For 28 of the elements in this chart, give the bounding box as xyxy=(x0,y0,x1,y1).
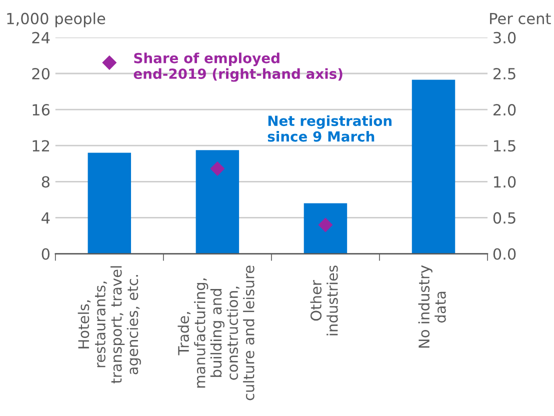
x-tick-label: Trade, manufacturing, building and construction, culture and leisure xyxy=(178,266,254,400)
series-label: Share of employed end-2019 (right-hand axis) xyxy=(134,52,342,82)
y2-tick-label: 2.5 xyxy=(494,68,516,80)
y-tick-label: 24 xyxy=(32,32,50,44)
bar xyxy=(88,152,132,254)
x-tick-label: Hotels, restaurants, transport, travel agencies, etc. xyxy=(78,266,141,384)
y2-tick-label: 2.0 xyxy=(494,104,516,116)
bar xyxy=(412,80,456,254)
y-tick-label: 4 xyxy=(42,212,50,224)
point xyxy=(102,55,117,70)
y-tick-label: 12 xyxy=(32,140,50,152)
y-tick-label: 20 xyxy=(32,68,50,80)
y2-axis-title: Per cent xyxy=(490,12,551,24)
y2-tick-label: 1.5 xyxy=(494,140,516,152)
series-label: Net registration since 9 March xyxy=(268,115,392,142)
bar xyxy=(304,203,348,254)
y2-tick-label: 0.0 xyxy=(493,248,516,260)
y-tick-label: 0 xyxy=(42,248,50,260)
y2-tick-label: 0.5 xyxy=(493,212,516,224)
y2-tick-label: 3.0 xyxy=(494,32,516,44)
y-tick-label: 16 xyxy=(32,104,50,116)
x-tick-label: No industry data xyxy=(418,265,446,348)
y-axis-title: 1,000 people xyxy=(7,12,106,28)
x-tick-label: Other industries xyxy=(310,266,338,336)
y-tick-label: 8 xyxy=(42,176,50,188)
bar xyxy=(196,150,240,254)
point xyxy=(210,161,225,176)
y2-tick-label: 1.0 xyxy=(494,176,516,188)
